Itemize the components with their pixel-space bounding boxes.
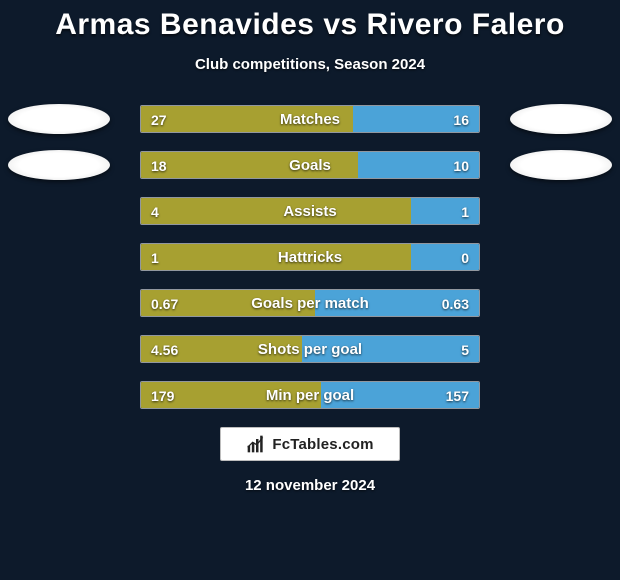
value-left: 179 <box>151 382 174 409</box>
value-right: 10 <box>453 152 469 179</box>
metric-row: 179 157 Min per goal <box>0 381 620 409</box>
value-left: 27 <box>151 106 167 133</box>
player-avatar-left <box>8 104 110 134</box>
metric-row: 18 10 Goals <box>0 151 620 179</box>
metric-row: 0.67 0.63 Goals per match <box>0 289 620 317</box>
value-right: 1 <box>461 198 469 225</box>
bar-track: 1 0 Hattricks <box>140 243 480 271</box>
chart-icon <box>246 434 266 454</box>
metric-label: Goals <box>289 152 331 179</box>
branding-badge: FcTables.com <box>220 427 400 461</box>
value-left: 0.67 <box>151 290 178 317</box>
bar-track: 4 1 Assists <box>140 197 480 225</box>
value-left: 4.56 <box>151 336 178 363</box>
metric-label: Min per goal <box>266 382 354 409</box>
metric-label: Goals per match <box>251 290 369 317</box>
bar-track: 179 157 Min per goal <box>140 381 480 409</box>
bar-track: 0.67 0.63 Goals per match <box>140 289 480 317</box>
bar-left <box>141 244 411 270</box>
value-right: 0 <box>461 244 469 271</box>
value-left: 18 <box>151 152 167 179</box>
metric-row: 1 0 Hattricks <box>0 243 620 271</box>
metric-row: 4.56 5 Shots per goal <box>0 335 620 363</box>
comparison-chart: 2716Matches1810Goals41Assists10Hattricks… <box>0 105 620 409</box>
branding-text: FcTables.com <box>272 436 373 453</box>
bar-left <box>141 198 411 224</box>
metric-label: Assists <box>283 198 336 225</box>
page-title: Armas Benavides vs Rivero Falero <box>0 0 620 42</box>
subtitle: Club competitions, Season 2024 <box>0 56 620 73</box>
bar-track: 27 16 Matches <box>140 105 480 133</box>
value-right: 5 <box>461 336 469 363</box>
player-avatar-left <box>8 150 110 180</box>
bar-track: 4.56 5 Shots per goal <box>140 335 480 363</box>
value-left: 4 <box>151 198 159 225</box>
player-avatar-right <box>510 150 612 180</box>
date-label: 12 november 2024 <box>0 477 620 494</box>
value-right: 0.63 <box>442 290 469 317</box>
bar-track: 18 10 Goals <box>140 151 480 179</box>
player-avatar-right <box>510 104 612 134</box>
metric-label: Shots per goal <box>258 336 362 363</box>
value-right: 157 <box>446 382 469 409</box>
metric-label: Matches <box>280 106 340 133</box>
metric-row: 4 1 Assists <box>0 197 620 225</box>
value-right: 16 <box>453 106 469 133</box>
value-left: 1 <box>151 244 159 271</box>
metric-row: 27 16 Matches <box>0 105 620 133</box>
metric-label: Hattricks <box>278 244 342 271</box>
